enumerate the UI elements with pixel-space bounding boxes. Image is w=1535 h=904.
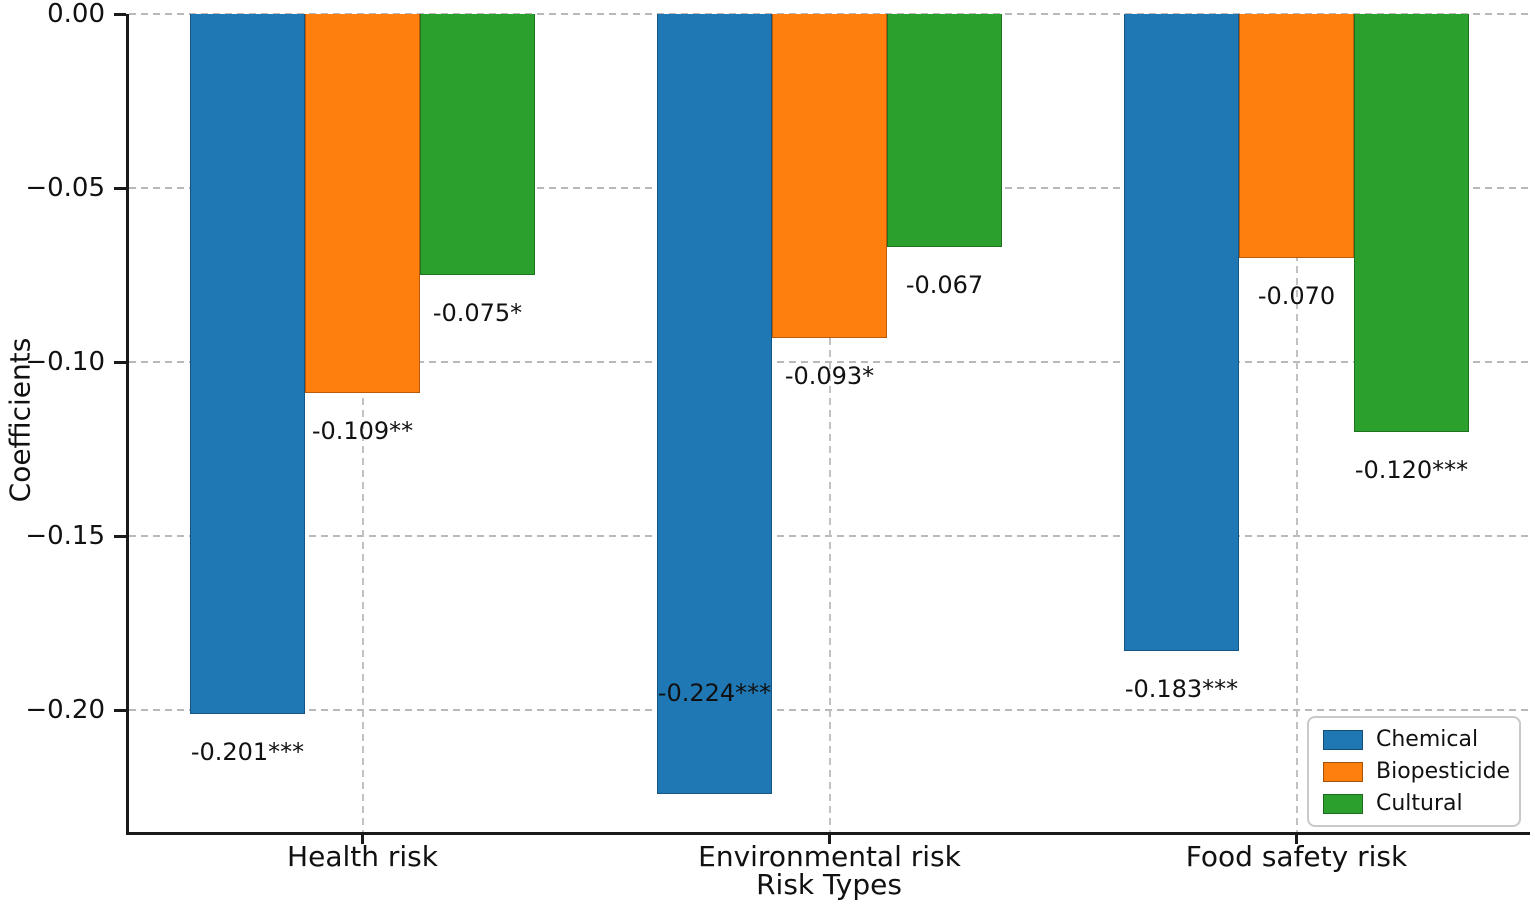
y-tick-label: −0.15 <box>25 521 105 552</box>
y-tick-mark <box>114 360 126 364</box>
bar-chemical-environmental-risk <box>657 14 772 794</box>
value-label-chemical-food-safety-risk: -0.183*** <box>1124 674 1239 703</box>
value-label-chemical-environmental-risk: -0.224*** <box>657 678 772 707</box>
legend-label-cultural: Cultural <box>1376 791 1463 816</box>
bar-cultural-food-safety-risk <box>1354 14 1469 432</box>
x-axis-label: Risk Types <box>756 868 902 901</box>
legend-label-biopesticide: Biopesticide <box>1376 759 1511 784</box>
bar-cultural-environmental-risk <box>887 14 1002 248</box>
y-tick-label: 0.00 <box>47 0 105 29</box>
x-tick-mark <box>361 835 364 844</box>
x-tick-label-environmental-risk: Environmental risk <box>698 840 961 873</box>
legend-swatch-chemical <box>1323 729 1363 750</box>
y-tick-mark <box>114 186 126 190</box>
value-label-chemical-health-risk: -0.201*** <box>190 737 305 766</box>
x-grid-line <box>361 14 364 832</box>
x-grid-line <box>828 14 831 832</box>
value-label-biopesticide-environmental-risk: -0.093* <box>784 361 875 390</box>
y-tick-mark <box>114 708 126 712</box>
value-label-cultural-food-safety-risk: -0.120*** <box>1354 455 1469 484</box>
plot-area: 0.00 −0.05 −0.10 −0.15 −0.20 Health risk -0.20… <box>25 0 1530 873</box>
y-tick-label: −0.05 <box>25 173 105 204</box>
legend-item-chemical: Chemical <box>1323 727 1505 752</box>
bar-chemical-health-risk <box>190 14 305 714</box>
y-tick-mark <box>114 534 126 538</box>
y-axis-spine <box>126 14 129 835</box>
bar-cultural-health-risk <box>420 14 535 276</box>
x-axis-spine <box>126 832 1530 835</box>
x-tick-label-health-risk: Health risk <box>287 840 438 873</box>
value-label-cultural-environmental-risk: -0.067 <box>905 271 984 300</box>
bar-chemical-food-safety-risk <box>1124 14 1239 651</box>
x-tick-mark <box>1295 835 1298 844</box>
x-grid-line <box>1295 14 1298 832</box>
legend-swatch-biopesticide <box>1323 761 1363 782</box>
legend-label-chemical: Chemical <box>1376 727 1479 752</box>
legend-item-cultural: Cultural <box>1323 791 1505 816</box>
bar-biopesticide-food-safety-risk <box>1239 14 1354 258</box>
x-tick-mark <box>828 835 831 844</box>
y-tick-mark <box>114 12 126 16</box>
legend: Chemical Biopesticide Cultural <box>1307 716 1521 827</box>
legend-item-biopesticide: Biopesticide <box>1323 759 1510 784</box>
value-label-cultural-health-risk: -0.075* <box>432 299 523 328</box>
value-label-biopesticide-food-safety-risk: -0.070 <box>1257 281 1336 310</box>
bar-biopesticide-environmental-risk <box>772 14 887 338</box>
y-tick-label: −0.10 <box>25 347 105 378</box>
x-tick-label-food-safety-risk: Food safety risk <box>1185 840 1408 873</box>
legend-swatch-cultural <box>1323 793 1363 814</box>
y-tick-label: −0.20 <box>25 695 105 726</box>
value-label-biopesticide-health-risk: -0.109** <box>311 417 414 446</box>
bar-biopesticide-health-risk <box>305 14 420 394</box>
